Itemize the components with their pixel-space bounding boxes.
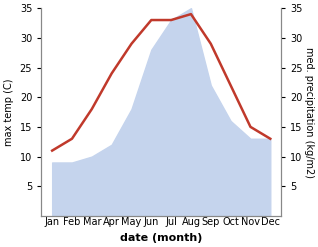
Y-axis label: med. precipitation (kg/m2): med. precipitation (kg/m2) [304, 46, 314, 178]
Y-axis label: max temp (C): max temp (C) [4, 78, 14, 146]
X-axis label: date (month): date (month) [120, 233, 203, 243]
